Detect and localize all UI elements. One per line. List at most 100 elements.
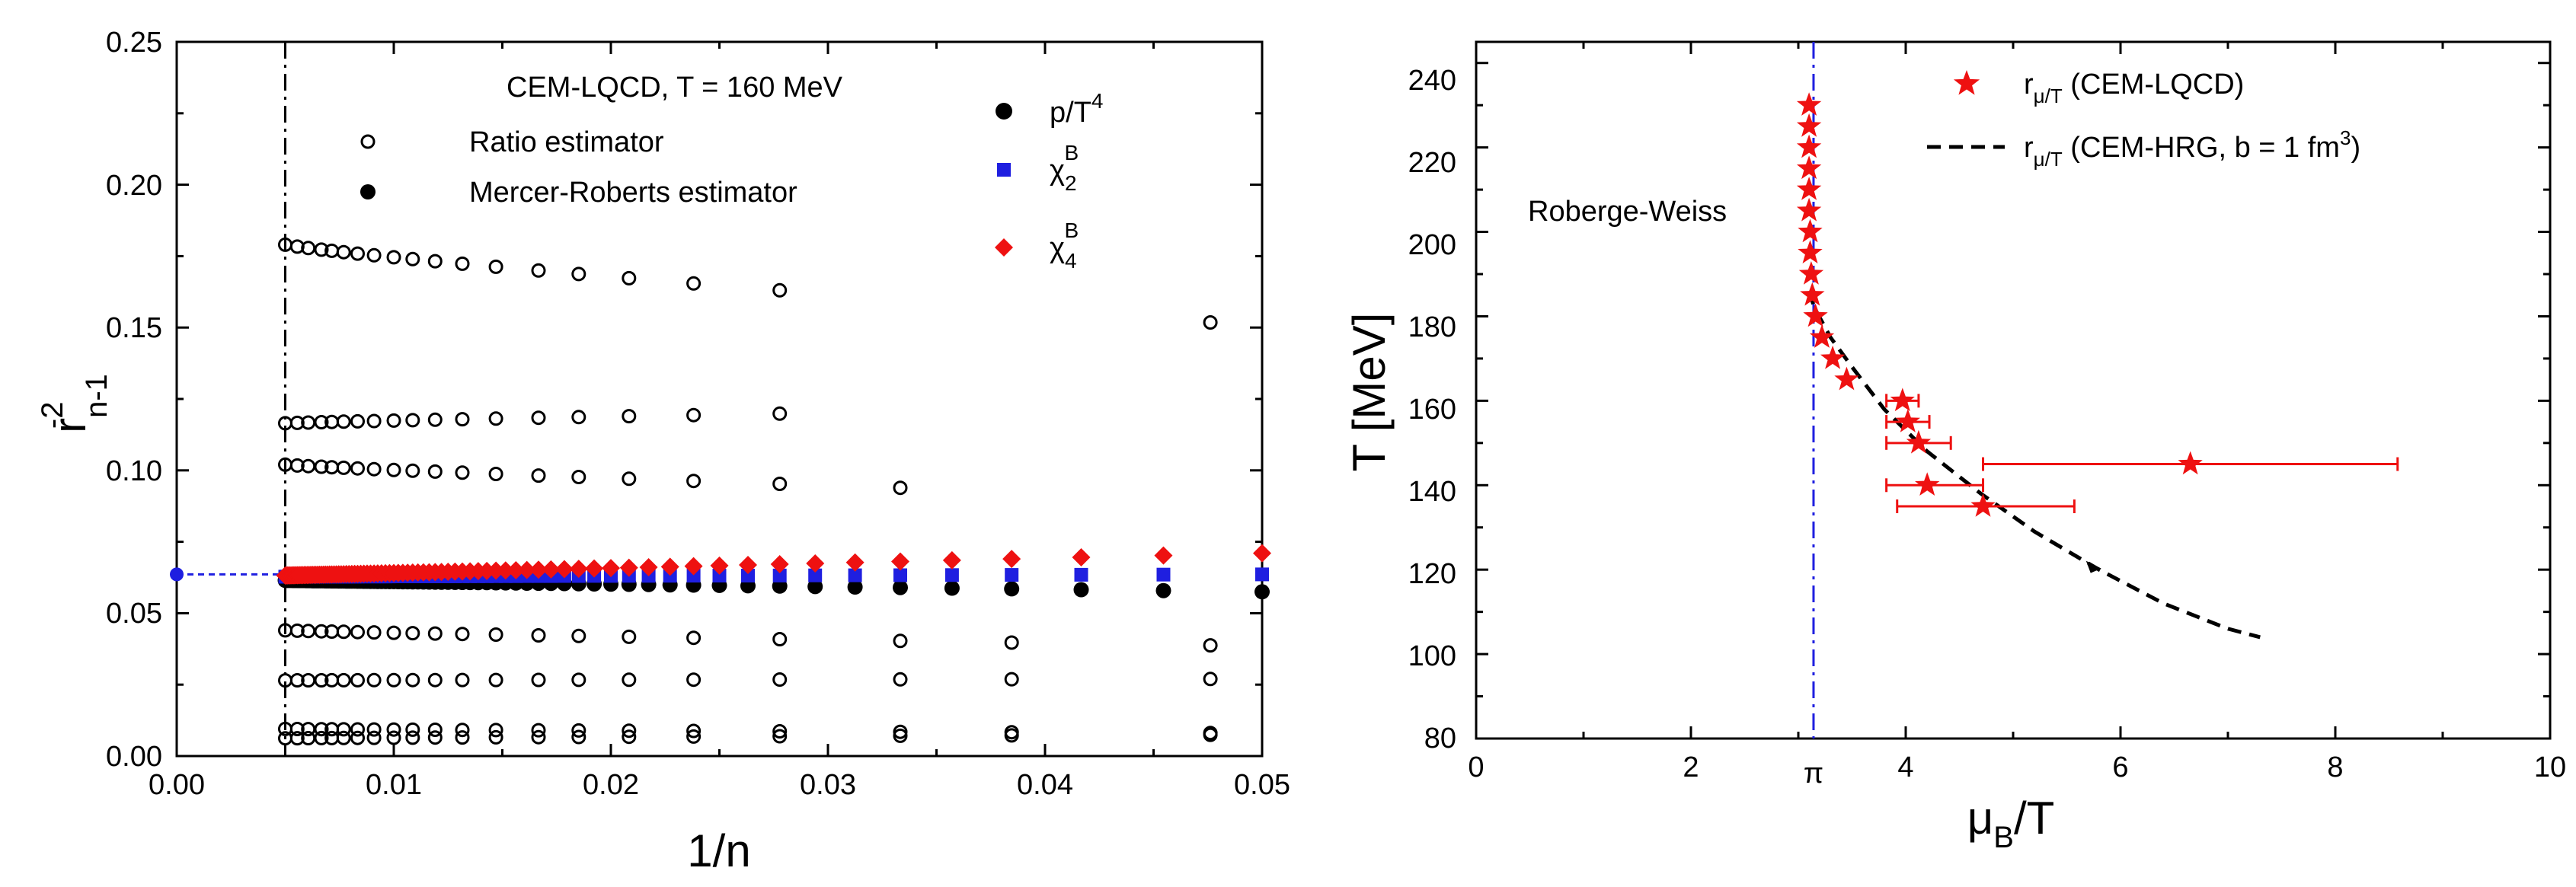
mercer-chi4-point	[1002, 550, 1021, 569]
ratio-estimator-point	[386, 722, 401, 737]
ratio-estimator-point	[314, 242, 329, 257]
ratio-estimator-point	[289, 415, 305, 430]
ratio-estimator-point	[289, 623, 305, 638]
mercer-chi2-point	[944, 568, 959, 582]
ratio-estimator-point	[405, 626, 420, 641]
mercer-chi4-point	[602, 559, 620, 578]
ratio-estimator-point	[350, 246, 365, 261]
ratio-estimator-point	[350, 624, 365, 640]
left-y-tick-label: 0.15	[106, 312, 162, 344]
lqcd-star-point	[1915, 472, 1940, 496]
ratio-estimator-point	[405, 672, 420, 688]
legend-chi2-label: χ2 B	[1050, 141, 1079, 195]
legend-hrg-base: r	[2024, 132, 2034, 164]
ratio-estimator-point	[488, 672, 503, 688]
ratio-estimator-point	[571, 729, 586, 745]
left-ticks-layer	[175, 40, 1264, 758]
mercer-chi2-point	[1005, 568, 1019, 582]
right-x-tick-label: 0	[1468, 751, 1484, 783]
right-y-tick-label: 220	[1408, 147, 1456, 179]
mercer-pressure-point	[1073, 582, 1089, 598]
ratio-estimator-point	[1203, 638, 1218, 653]
mercer-chi4-point	[639, 557, 658, 576]
ratio-estimator-point	[531, 723, 546, 738]
ratio-estimator-point	[289, 731, 305, 746]
ratio-estimator-point	[405, 722, 420, 737]
ratio-estimator-point	[622, 723, 637, 739]
roberge-weiss-label: Roberge-Weiss	[1528, 196, 1727, 228]
legend-pressure-marker	[996, 103, 1012, 120]
ratio-estimator-point	[386, 672, 401, 688]
ratio-estimator-point	[314, 722, 329, 737]
legend-hrg-sup: 3	[2340, 126, 2351, 149]
mercer-chi4-point	[806, 554, 825, 573]
ratio-estimator-point	[386, 625, 401, 640]
mercer-pressure-point	[944, 580, 960, 596]
legend-pressure-base: p/T	[1050, 97, 1091, 129]
ratio-estimator-point	[350, 730, 365, 745]
right-x-tick-label: 10	[2534, 751, 2566, 783]
left-y-axis-label-base: r	[44, 418, 95, 433]
ratio-estimator-point	[314, 459, 329, 474]
ratio-estimator-point	[488, 627, 503, 642]
ratio-estimator-point	[772, 724, 788, 739]
ratio-estimator-point	[772, 282, 788, 298]
lqcd-star-point	[1796, 113, 1822, 137]
lqcd-star-point	[1796, 92, 1822, 116]
ratio-estimator-point	[893, 633, 908, 649]
mercer-chi4-point	[507, 560, 526, 579]
ratio-estimator-point	[455, 412, 470, 427]
legend-chi2-sub: 2	[1065, 171, 1077, 195]
ratio-estimator-point	[531, 468, 546, 483]
ratio-estimator-point	[488, 723, 503, 738]
right-x-tick-label: 8	[2327, 751, 2343, 783]
mercer-chi4-point	[619, 558, 638, 577]
legend-pressure-label: p/T4	[1050, 89, 1103, 129]
right-y-axis-label: T [MeV]	[1344, 313, 1395, 472]
legend-lqcd-label: rμ/T (CEM-LQCD)	[2024, 69, 2244, 107]
right-ticks-layer	[1475, 42, 2552, 740]
ratio-estimator-point	[455, 627, 470, 642]
ratio-estimator-point	[488, 411, 503, 426]
mercer-chi2-point	[712, 569, 727, 582]
ratio-estimator-point	[772, 406, 788, 421]
lqcd-star-point	[1895, 409, 1920, 432]
ratio-estimator-point	[350, 672, 365, 688]
ratio-estimator-point	[772, 672, 788, 687]
mercer-chi2-point	[686, 569, 701, 583]
legend-chi4-marker	[995, 238, 1013, 257]
ratio-estimator-point	[405, 730, 420, 745]
mercer-chi4-point	[1072, 548, 1091, 567]
lqcd-star-point	[1820, 345, 1846, 369]
left-plot-frame	[175, 40, 1264, 758]
mercer-chi4-point	[942, 550, 961, 570]
mercer-chi2-point	[1156, 567, 1171, 582]
lqcd-star-point	[1796, 177, 1822, 200]
right-y-tick-label: 240	[1408, 65, 1456, 97]
ratio-estimator-point	[427, 672, 443, 688]
ratio-estimator-point	[686, 729, 702, 744]
mercer-chi2-point	[1255, 567, 1269, 582]
ratio-estimator-point	[622, 409, 637, 424]
mercer-chi4-point	[845, 553, 865, 572]
hrg-curve-arrow	[2085, 560, 2101, 573]
ratio-estimator-point	[686, 474, 702, 489]
ratio-estimator-point	[366, 722, 382, 737]
legend-hrg-sub: μ/T	[2034, 148, 2063, 171]
ratio-estimator-point	[571, 723, 586, 738]
left-y-axis-label-sub: n-1	[80, 374, 113, 418]
ratio-estimator-point	[571, 672, 586, 688]
right-data-marks	[1796, 92, 2399, 640]
legend-lqcd-base: r	[2024, 69, 2034, 101]
ratio-estimator-point	[686, 407, 702, 423]
legend-mercer-label: Mercer-Roberts estimator	[469, 177, 797, 209]
ratio-estimator-point	[571, 410, 586, 425]
right-y-tick-label: 200	[1408, 229, 1456, 261]
ratio-estimator-point	[455, 723, 470, 738]
mercer-pressure-point	[1254, 584, 1270, 600]
mercer-chi2-point	[1074, 567, 1088, 582]
right-y-tick-label: 140	[1408, 476, 1456, 508]
left-x-tick-labels: 0.00 0.01 0.02 0.03 0.04 0.05	[149, 769, 1290, 801]
ratio-estimator-point	[336, 460, 351, 475]
lqcd-star-point	[1803, 303, 1828, 327]
